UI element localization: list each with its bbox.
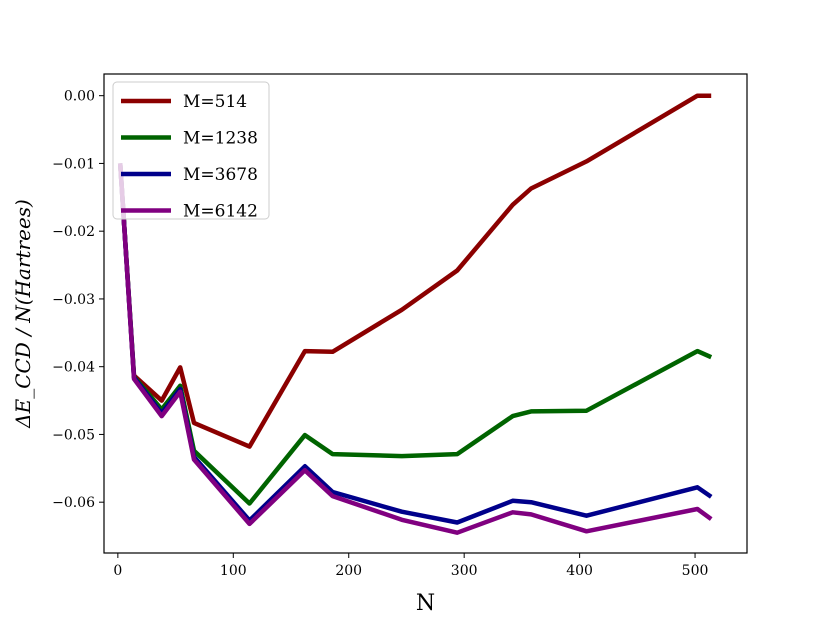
x-axis-label: N bbox=[416, 591, 435, 616]
x-tick-label: 100 bbox=[220, 563, 247, 579]
legend-label: M=6142 bbox=[183, 202, 258, 222]
legend-label: M=1238 bbox=[183, 129, 258, 149]
y-axis-label: ΔE_CCD / N(Hartrees) bbox=[11, 199, 35, 429]
y-tick-label: −0.04 bbox=[52, 360, 95, 376]
y-tick-label: −0.01 bbox=[52, 156, 95, 172]
legend-label: M=3678 bbox=[183, 165, 258, 185]
x-tick-label: 0 bbox=[113, 563, 122, 579]
series-line-2 bbox=[117, 163, 713, 506]
x-tick-label: 400 bbox=[566, 563, 593, 579]
x-tick-label: 500 bbox=[682, 563, 709, 579]
y-tick-label: −0.02 bbox=[52, 224, 95, 240]
legend-box bbox=[112, 81, 270, 220]
plot-frame bbox=[103, 73, 748, 554]
y-tick-label: 0.00 bbox=[64, 89, 95, 105]
y-tick-label: −0.05 bbox=[52, 427, 95, 443]
series-line-1 bbox=[117, 93, 712, 449]
y-tick-label: −0.03 bbox=[52, 292, 95, 308]
x-axis: 0 100 200 300 400 500 bbox=[113, 553, 708, 579]
legend-label: M=514 bbox=[183, 92, 247, 112]
y-axis: 0.00 −0.01 −0.02 −0.03 −0.04 −0.05 −0.06 bbox=[52, 89, 104, 511]
legend: M=514 M=1238 M=3678 M=6142 bbox=[112, 81, 270, 222]
x-tick-label: 200 bbox=[335, 563, 362, 579]
plot-lines bbox=[117, 93, 713, 535]
x-tick-label: 300 bbox=[451, 563, 478, 579]
y-tick-label: −0.06 bbox=[52, 495, 95, 511]
series-line-4 bbox=[117, 163, 713, 535]
